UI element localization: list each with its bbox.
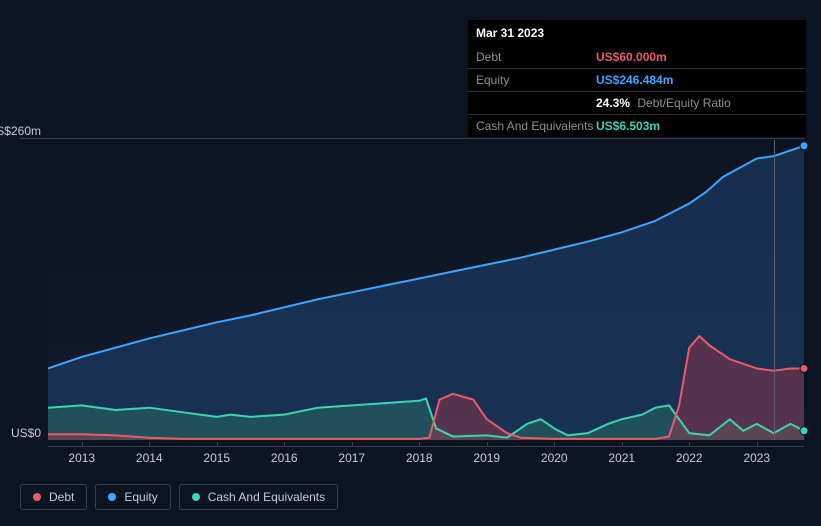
legend-item-equity[interactable]: Equity xyxy=(95,484,170,510)
x-tick xyxy=(554,442,555,447)
tooltip-label xyxy=(476,96,596,110)
legend-dot-icon xyxy=(108,493,116,501)
legend: Debt Equity Cash And Equivalents xyxy=(20,484,338,510)
x-axis-label: 2015 xyxy=(203,451,230,465)
x-axis: 2013 2014 2015 2016 2017 2018 2019 2020 2021 2022… xyxy=(48,446,804,470)
hover-tooltip: Mar 31 2023 Debt US$60.000m Equity US$24… xyxy=(468,20,806,137)
x-tick xyxy=(82,442,83,447)
plot-svg xyxy=(48,140,804,440)
legend-dot-icon xyxy=(33,493,41,501)
legend-label: Debt xyxy=(49,490,74,504)
x-tick xyxy=(419,442,420,447)
x-tick xyxy=(689,442,690,447)
tooltip-date: Mar 31 2023 xyxy=(468,20,806,46)
tooltip-label: Debt xyxy=(476,50,596,64)
ratio-value: 24.3% xyxy=(596,96,630,110)
tooltip-value: 24.3% Debt/Equity Ratio xyxy=(596,96,798,110)
tooltip-label: Equity xyxy=(476,73,596,87)
plot-area[interactable] xyxy=(48,140,804,440)
legend-label: Equity xyxy=(124,490,157,504)
x-axis-label: 2018 xyxy=(406,451,433,465)
legend-label: Cash And Equivalents xyxy=(208,490,325,504)
x-axis-label: 2021 xyxy=(608,451,635,465)
x-axis-label: 2017 xyxy=(338,451,365,465)
ratio-extra: Debt/Equity Ratio xyxy=(637,96,730,110)
tooltip-row-ratio: 24.3% Debt/Equity Ratio xyxy=(468,92,806,115)
x-axis-label: 2020 xyxy=(541,451,568,465)
tooltip-value: US$246.484m xyxy=(596,73,798,87)
x-tick xyxy=(622,442,623,447)
x-tick xyxy=(487,442,488,447)
x-axis-label: 2023 xyxy=(743,451,770,465)
hover-guideline xyxy=(774,140,775,440)
y-axis-max-label: US$260m xyxy=(0,124,41,138)
chart-container: { "tooltip": { "date": "Mar 31 2023", "r… xyxy=(0,0,821,526)
x-tick xyxy=(284,442,285,447)
chart-top-border xyxy=(20,138,804,139)
legend-item-cash[interactable]: Cash And Equivalents xyxy=(179,484,338,510)
tooltip-value: US$6.503m xyxy=(596,119,798,133)
x-axis-label: 2022 xyxy=(676,451,703,465)
tooltip-row-cash: Cash And Equivalents US$6.503m xyxy=(468,115,806,137)
x-axis-label: 2016 xyxy=(271,451,298,465)
legend-dot-icon xyxy=(192,493,200,501)
legend-item-debt[interactable]: Debt xyxy=(20,484,87,510)
tooltip-row-equity: Equity US$246.484m xyxy=(468,69,806,92)
tooltip-row-debt: Debt US$60.000m xyxy=(468,46,806,69)
x-axis-label: 2019 xyxy=(473,451,500,465)
tooltip-label: Cash And Equivalents xyxy=(476,119,596,133)
x-axis-label: 2014 xyxy=(136,451,163,465)
tooltip-value: US$60.000m xyxy=(596,50,798,64)
x-tick xyxy=(757,442,758,447)
x-tick xyxy=(149,442,150,447)
x-tick xyxy=(217,442,218,447)
y-axis-min-label: US$0 xyxy=(11,426,41,440)
x-axis-label: 2013 xyxy=(68,451,95,465)
x-tick xyxy=(352,442,353,447)
